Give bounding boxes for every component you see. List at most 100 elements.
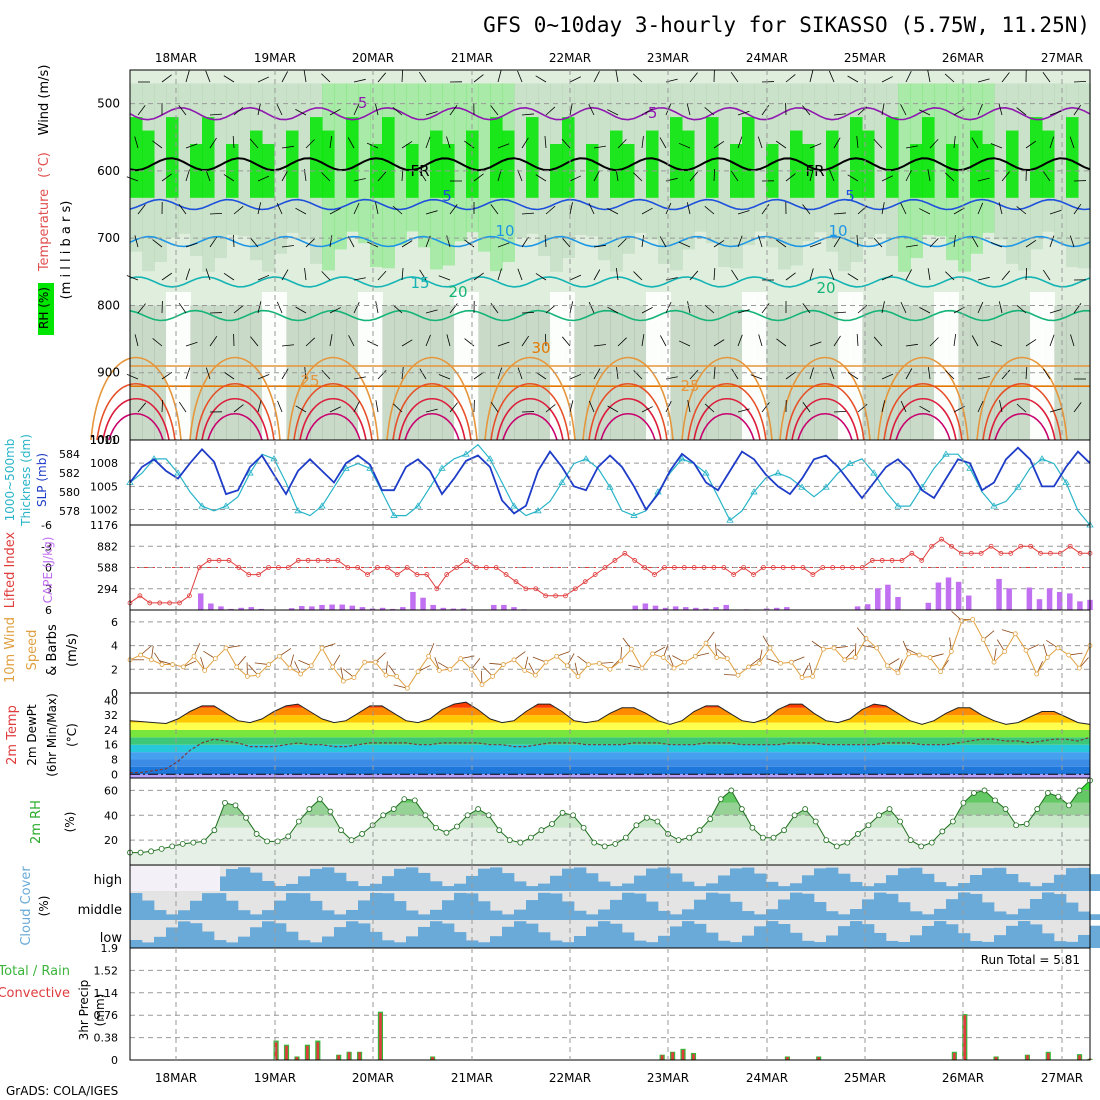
cloud-cell [646, 901, 659, 920]
rh-cell [178, 83, 191, 234]
wind-barb [1025, 339, 1037, 347]
rh-cell-moist [886, 117, 899, 198]
wind-barb [998, 301, 1003, 314]
cloud-cell [430, 909, 443, 920]
wind-barb [329, 334, 333, 347]
rh2m-marker [433, 824, 439, 831]
li-marker [632, 558, 638, 563]
wind-barb [126, 176, 139, 182]
cloud-cell [802, 940, 815, 948]
cloud-cell [382, 940, 395, 948]
precip-total-label: Total / Rain [0, 964, 70, 979]
wind-barb [521, 212, 534, 215]
wind-barb [593, 269, 601, 281]
rh2m-marker [886, 806, 893, 812]
wind-barb [905, 145, 918, 149]
cape-bar [228, 608, 234, 610]
cloud-cell [898, 868, 911, 891]
cloud-cell [334, 872, 347, 891]
wind-barb [353, 202, 360, 215]
cloud-cell [886, 893, 899, 920]
temp-tick-label: 32 [104, 709, 118, 722]
cloud-cell [202, 931, 215, 948]
top-date-label: 26MAR [942, 51, 984, 65]
wind-barb [641, 207, 653, 215]
wind10-marker [916, 652, 922, 658]
cloud-cell [370, 892, 383, 920]
wind-barb [1016, 403, 1027, 413]
wind-barb [689, 171, 699, 182]
li-marker [384, 565, 390, 570]
wind10-marker [628, 646, 634, 652]
wind10-marker [671, 665, 677, 671]
cloud-cell [694, 899, 707, 920]
precip-conv-bar [431, 1057, 434, 1060]
cloud-level-label: middle [78, 903, 122, 918]
li-marker [721, 565, 727, 570]
wind-barb [329, 406, 341, 413]
wind-barb [1073, 80, 1087, 83]
contour-label: 10 [495, 222, 514, 240]
rh2m-marker [390, 806, 397, 812]
cloud-cell [178, 921, 191, 948]
cloud-cell [226, 942, 239, 948]
cloud-cell [634, 875, 647, 891]
wind-barb [713, 339, 725, 347]
thickness-marker [246, 469, 254, 476]
cape-bar [389, 608, 396, 610]
cloud-cell [826, 867, 839, 891]
wind-barb [678, 340, 691, 347]
li-marker [939, 536, 944, 542]
rh2m-marker [179, 840, 186, 847]
wind-barb [1042, 269, 1051, 281]
cloud-cell [994, 935, 1007, 948]
precip-conv-bar [295, 1057, 299, 1060]
cloud-cell [250, 914, 263, 920]
li-marker [186, 593, 192, 599]
warm-dome [102, 398, 170, 441]
cloud-cell [310, 942, 323, 948]
cloud-cell [682, 881, 695, 891]
cloud-cell [922, 925, 935, 948]
precip-conv-bar [786, 1057, 789, 1060]
thickness-marker [726, 516, 734, 523]
wind10-marker [970, 617, 976, 622]
rh-cell-moist [142, 130, 155, 198]
upper-air-wind-barbs [126, 69, 1087, 413]
wind10-marker [948, 649, 954, 654]
cloud-cell [310, 900, 323, 920]
cloud-cell [1090, 925, 1100, 948]
rh2m-marker [686, 834, 693, 841]
wind-barb [419, 170, 427, 182]
wind10-marker [372, 659, 378, 665]
rh2m-marker [591, 839, 598, 846]
li-marker [840, 565, 845, 570]
temp-band [130, 715, 1090, 723]
wind-barb [535, 371, 547, 380]
cloud-cell [610, 923, 623, 948]
cloud-cell [814, 902, 827, 920]
wind10-marker [447, 666, 453, 672]
wind-barb [233, 305, 244, 314]
cloud-cell [886, 875, 899, 891]
wind-barb [161, 272, 173, 281]
cloud-cell [622, 932, 635, 948]
cloud-cell [490, 910, 503, 920]
rh-cell-moist [202, 117, 215, 198]
wind-barb [152, 338, 163, 347]
rh-cell-moist [286, 130, 299, 198]
wind-barb [977, 376, 990, 380]
wind-barb [833, 311, 846, 314]
cloud-cell [970, 874, 983, 891]
li-marker [236, 565, 242, 570]
contour-label: 25 [680, 377, 699, 395]
cloud-cell [1066, 902, 1079, 920]
cloud-cell [214, 940, 227, 948]
cloud-cell [826, 935, 839, 948]
rh2m-marker [812, 818, 819, 825]
wind-barb [689, 72, 698, 83]
temp-band [130, 774, 1090, 778]
cape-bar [965, 595, 972, 610]
cloud-cell [274, 923, 287, 948]
